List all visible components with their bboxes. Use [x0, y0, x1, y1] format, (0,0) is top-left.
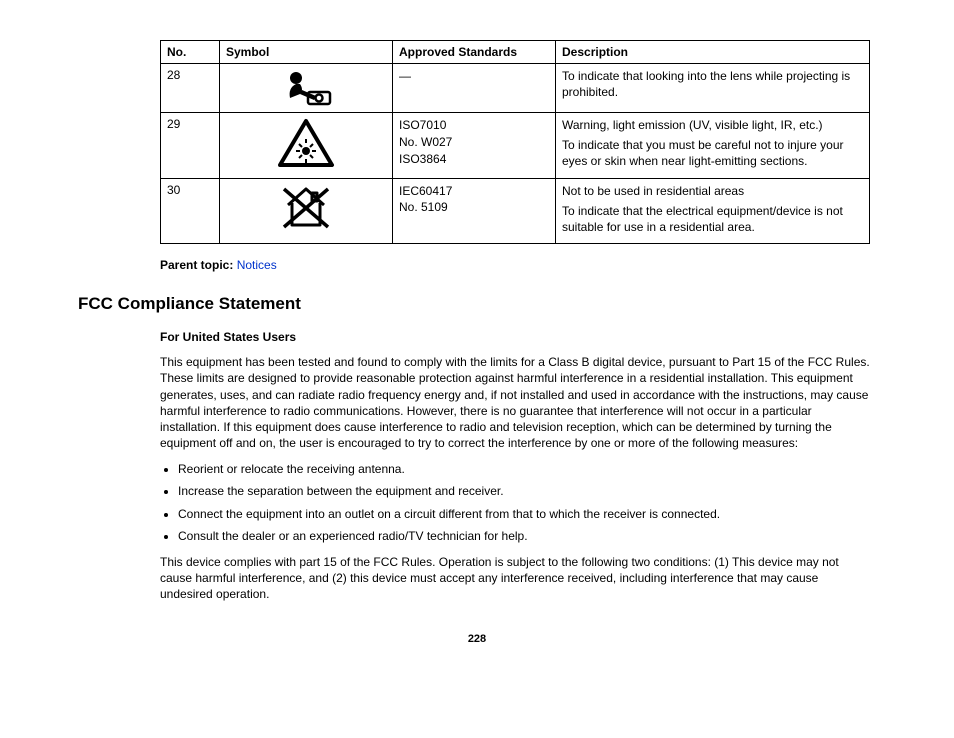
sub-heading: For United States Users [160, 330, 870, 344]
list-item: Reorient or relocate the receiving anten… [178, 461, 870, 477]
page-number: 228 [60, 633, 894, 645]
cell-no: 28 [161, 64, 220, 113]
cell-no: 29 [161, 113, 220, 179]
standards-line: No. W027 [399, 134, 549, 151]
description-line: Warning, light emission (UV, visible lig… [562, 117, 863, 133]
no-residential-use-icon [278, 183, 334, 231]
cell-symbol [220, 113, 393, 179]
col-header-description: Description [556, 41, 870, 64]
bullet-list: Reorient or relocate the receiving anten… [160, 461, 870, 544]
body-block: For United States Users This equipment h… [160, 330, 870, 602]
cell-standards: ISO7010 No. W027 ISO3864 [393, 113, 556, 179]
table-row: 30 IEC60417 [161, 178, 870, 244]
table-header-row: No. Symbol Approved Standards Descriptio… [161, 41, 870, 64]
description-line: To indicate that the electrical equipmen… [562, 203, 863, 235]
list-item: Increase the separation between the equi… [178, 483, 870, 499]
light-emission-warning-icon [276, 117, 336, 169]
table-row: 29 [161, 113, 870, 179]
list-item: Connect the equipment into an outlet on … [178, 506, 870, 522]
col-header-no: No. [161, 41, 220, 64]
cell-symbol [220, 64, 393, 113]
description-line: To indicate that you must be careful not… [562, 137, 863, 169]
parent-topic: Parent topic: Notices [160, 258, 894, 272]
symbols-table: No. Symbol Approved Standards Descriptio… [160, 40, 870, 244]
parent-topic-label: Parent topic: [160, 258, 233, 272]
standards-line: ISO3864 [399, 151, 549, 168]
standards-line: IEC60417 [399, 183, 549, 200]
list-item: Consult the dealer or an experienced rad… [178, 528, 870, 544]
document-page: No. Symbol Approved Standards Descriptio… [0, 0, 954, 675]
standards-line: No. 5109 [399, 199, 549, 216]
paragraph: This device complies with part 15 of the… [160, 554, 870, 603]
table-row: 28 — [161, 64, 870, 113]
paragraph: This equipment has been tested and found… [160, 354, 870, 451]
description-line: Not to be used in residential areas [562, 183, 863, 199]
col-header-standards: Approved Standards [393, 41, 556, 64]
cell-standards: IEC60417 No. 5109 [393, 178, 556, 244]
section-heading: FCC Compliance Statement [78, 294, 894, 314]
standards-line: ISO7010 [399, 117, 549, 134]
description-line: To indicate that looking into the lens w… [562, 68, 863, 100]
no-look-lens-icon [276, 68, 336, 108]
cell-description: Not to be used in residential areas To i… [556, 178, 870, 244]
cell-standards: — [393, 64, 556, 113]
cell-description: Warning, light emission (UV, visible lig… [556, 113, 870, 179]
standards-line: — [399, 68, 549, 85]
cell-no: 30 [161, 178, 220, 244]
cell-description: To indicate that looking into the lens w… [556, 64, 870, 113]
col-header-symbol: Symbol [220, 41, 393, 64]
cell-symbol [220, 178, 393, 244]
parent-topic-link[interactable]: Notices [237, 258, 277, 272]
